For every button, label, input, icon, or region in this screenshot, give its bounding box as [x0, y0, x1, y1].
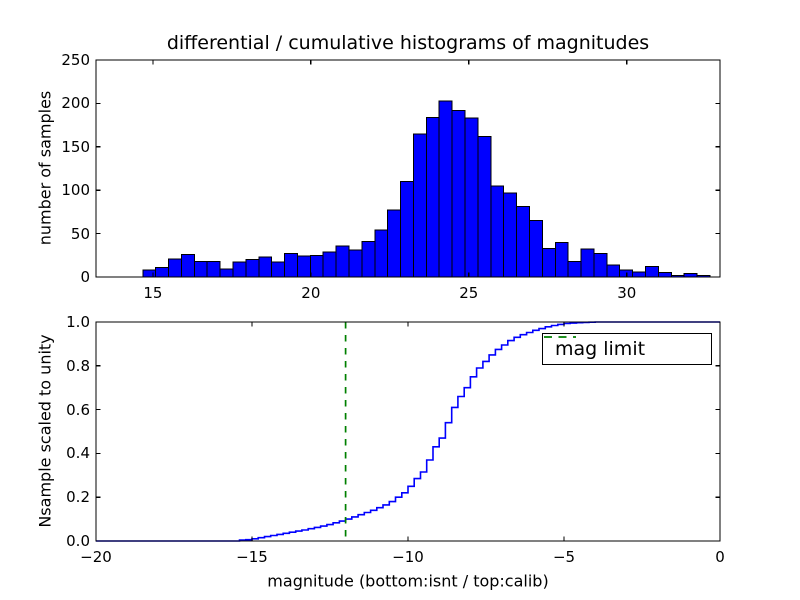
histogram-bar — [219, 268, 234, 278]
tick-label: −5 — [552, 548, 576, 566]
tick-label: 20 — [301, 284, 321, 302]
tick-label: 0.4 — [66, 444, 90, 463]
tick-label: 15 — [143, 284, 163, 302]
legend-label: mag limit — [555, 338, 646, 360]
histogram-bar — [619, 269, 634, 278]
histogram-bar — [593, 253, 608, 278]
histogram-bar — [155, 267, 170, 278]
histogram-bar — [296, 255, 311, 278]
histogram-bar — [400, 181, 415, 278]
legend-dashed-line-sample — [544, 336, 576, 338]
tick-label: 0 — [80, 268, 90, 286]
tick-label: −10 — [392, 548, 424, 566]
cumulative-step-path — [96, 321, 720, 542]
histogram-bar — [632, 271, 646, 278]
tick-label: −20 — [80, 548, 112, 566]
histogram-bar — [425, 116, 440, 278]
histogram-bar — [361, 240, 376, 278]
top-plot-title: differential / cumulative histograms of … — [166, 32, 650, 54]
tick-label: 0.8 — [66, 356, 90, 375]
tick-label: 50 — [70, 224, 90, 243]
histogram-bar — [541, 247, 556, 278]
histogram-bar — [348, 249, 363, 278]
top-ylabel: number of samples — [35, 90, 55, 246]
tick-label: 1.0 — [66, 313, 90, 331]
tick-label: 0.0 — [66, 532, 90, 550]
histogram-bar — [567, 260, 582, 278]
histogram-bar — [477, 135, 492, 278]
cumulative-curve — [96, 321, 720, 542]
histogram-bar — [258, 256, 273, 278]
histogram-bar — [271, 261, 286, 278]
histogram-bar — [387, 209, 402, 278]
histogram-bar — [309, 254, 324, 278]
histogram-bar — [245, 259, 260, 278]
tick-label: 100 — [61, 181, 90, 200]
bottom-xlabel: magnitude (bottom:isnt / top:calib) — [267, 571, 549, 591]
histogram-bar — [322, 251, 337, 278]
histogram-bar — [580, 248, 595, 278]
histogram-bar — [142, 269, 157, 278]
histogram-bar — [451, 109, 466, 278]
histogram-bar — [206, 260, 221, 278]
histogram-bar — [490, 185, 505, 278]
tick-label: 0.2 — [66, 488, 90, 507]
histogram-bar — [413, 133, 427, 278]
histogram-bar — [516, 206, 530, 278]
histogram-bar — [606, 264, 621, 278]
tick-label: 30 — [617, 284, 637, 302]
tick-label: 0.6 — [66, 400, 90, 419]
top-histogram — [142, 100, 711, 278]
histogram-bar — [645, 266, 659, 278]
histogram-bar — [554, 241, 569, 278]
tick-marks — [95, 59, 721, 542]
histogram-bar — [374, 229, 389, 278]
histogram-bar — [284, 253, 299, 278]
histogram-bar — [168, 258, 182, 278]
tick-label: 150 — [61, 137, 90, 156]
tick-label: 250 — [61, 51, 90, 69]
tick-label: 200 — [61, 94, 90, 113]
histogram-bar — [438, 100, 453, 278]
top-axes-frame — [95, 59, 721, 278]
histogram-bar — [503, 192, 518, 278]
tick-label: 0 — [715, 548, 725, 566]
histogram-bar — [464, 117, 479, 278]
tick-label: 25 — [459, 284, 479, 302]
histogram-bar — [193, 260, 208, 278]
histogram-bar — [529, 220, 543, 278]
tick-label: −15 — [236, 548, 268, 566]
histogram-bar — [335, 245, 350, 278]
histogram-bar — [232, 261, 247, 278]
legend-box: mag limit — [542, 333, 712, 365]
histogram-bar — [180, 253, 195, 278]
